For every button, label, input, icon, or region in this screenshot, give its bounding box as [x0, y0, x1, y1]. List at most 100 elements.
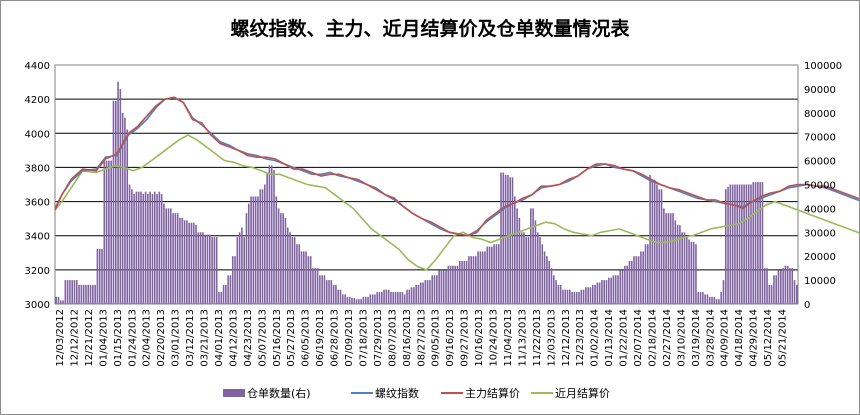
warehouse-bar [511, 177, 514, 304]
warehouse-bar [436, 275, 438, 304]
warehouse-bar [720, 292, 722, 304]
x-tick-label: 07/18/2013 [358, 309, 369, 367]
warehouse-bar [300, 251, 303, 304]
warehouse-bar [422, 282, 424, 304]
warehouse-bar [766, 268, 768, 304]
warehouse-bar [307, 256, 310, 304]
warehouse-bar [559, 284, 562, 304]
warehouse-bar [486, 246, 489, 304]
warehouse-bar [241, 227, 243, 304]
warehouse-bar [284, 217, 287, 304]
warehouse-bar [277, 208, 280, 304]
warehouse-bar [80, 284, 83, 304]
warehouse-bar [644, 244, 647, 304]
warehouse-bar [167, 208, 170, 304]
warehouse-bar [397, 292, 399, 304]
x-tick-label: 05/12/2014 [763, 309, 774, 367]
right-tick-label: 40000 [804, 204, 836, 215]
x-tick-label: 01/04/2013 [98, 309, 109, 367]
warehouse-bar [94, 284, 96, 304]
warehouse-bar [470, 256, 473, 304]
warehouse-bar [213, 237, 216, 304]
warehouse-bar [591, 284, 594, 304]
warehouse-bar [195, 225, 197, 304]
warehouse-bar [697, 292, 700, 304]
warehouse-bar [110, 160, 112, 304]
warehouse-bar [220, 292, 223, 304]
x-tick-label: 10/24/2013 [489, 309, 500, 367]
warehouse-bar [413, 287, 415, 304]
price-lines [54, 96, 859, 271]
warehouse-bar [504, 174, 507, 304]
warehouse-bar [89, 284, 92, 304]
warehouse-bar [328, 280, 330, 304]
x-tick-label: 08/16/2013 [402, 309, 413, 367]
warehouse-bar [617, 275, 619, 304]
x-tick-label: 02/20/2013 [156, 309, 167, 367]
warehouse-bar [635, 256, 638, 304]
warehouse-bar [759, 182, 761, 304]
warehouse-bar [218, 292, 220, 304]
warehouse-bar [264, 184, 266, 304]
warehouse-bar [649, 174, 651, 304]
x-tick-label: 06/28/2013 [330, 309, 341, 367]
warehouse-bar [392, 292, 395, 304]
warehouse-bar [364, 296, 367, 304]
warehouse-bar [144, 191, 147, 304]
warehouse-bar [548, 260, 550, 304]
warehouse-bar [589, 287, 592, 304]
x-tick-label: 02/18/2014 [647, 309, 658, 367]
warehouse-bar [729, 184, 732, 304]
warehouse-bar [782, 268, 784, 304]
warehouse-bar [612, 275, 615, 304]
warehouse-bar [259, 189, 262, 304]
warehouse-bar [117, 81, 119, 304]
warehouse-bar [676, 225, 679, 304]
right-tick-label: 10000 [804, 276, 836, 287]
warehouse-bar [305, 251, 307, 304]
x-tick-label: 12/12/2013 [561, 309, 572, 367]
x-tick-label: 05/21/2014 [778, 309, 789, 367]
warehouse-bar [527, 237, 530, 304]
x-tick-label: 05/27/2013 [286, 309, 297, 367]
warehouse-bar [108, 160, 110, 304]
warehouse-bar [573, 292, 576, 304]
warehouse-bar [105, 160, 108, 304]
warehouse-bar [121, 112, 124, 304]
warehouse-bar [575, 292, 578, 304]
warehouse-bar [401, 292, 404, 304]
warehouse-bar [667, 213, 670, 304]
warehouse-bar [64, 280, 67, 304]
warehouse-bar [238, 232, 241, 304]
warehouse-bar [378, 292, 381, 304]
warehouse-bar [557, 284, 560, 304]
right-tick-label: 0 [804, 300, 810, 311]
right-tick-label: 20000 [804, 252, 836, 263]
warehouse-bar [172, 213, 174, 304]
warehouse-bar [646, 244, 649, 304]
warehouse-bar [151, 194, 154, 304]
warehouse-bar [724, 189, 727, 304]
warehouse-bar [763, 268, 766, 304]
warehouse-bar [59, 300, 62, 304]
warehouse-bar [752, 182, 755, 304]
warehouse-bar [211, 237, 213, 304]
warehouse-bar [777, 270, 780, 304]
right-tick-label: 100000 [804, 61, 842, 72]
warehouse-bar [484, 251, 486, 304]
warehouse-bar [706, 294, 709, 304]
warehouse-bar [633, 256, 635, 304]
legend-swatch-bar [223, 389, 245, 397]
warehouse-bar [298, 244, 301, 304]
warehouse-bar [495, 244, 498, 304]
warehouse-bar [768, 284, 771, 304]
warehouse-bar [541, 244, 544, 304]
x-tick-label: 02/27/2014 [662, 309, 673, 367]
warehouse-bar [796, 284, 798, 304]
warehouse-bar [679, 225, 681, 304]
warehouse-bar [69, 280, 71, 304]
warehouse-bar [314, 268, 317, 304]
x-tick-label: 07/09/2013 [344, 309, 355, 367]
warehouse-bar [429, 280, 431, 304]
warehouse-bar [608, 277, 610, 304]
